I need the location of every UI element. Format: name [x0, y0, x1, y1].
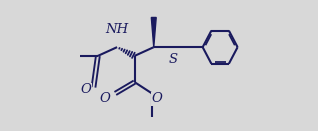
- Text: NH: NH: [106, 23, 129, 36]
- Text: O: O: [80, 83, 91, 96]
- Text: O: O: [100, 92, 110, 105]
- Text: O: O: [152, 92, 163, 105]
- Text: S: S: [169, 53, 177, 66]
- Polygon shape: [151, 17, 156, 47]
